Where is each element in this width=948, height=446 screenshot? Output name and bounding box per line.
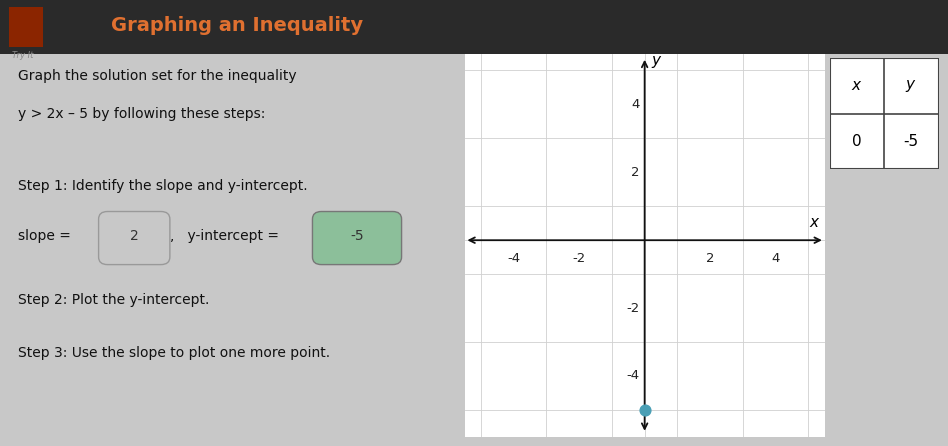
Text: -5: -5 (903, 134, 919, 149)
FancyBboxPatch shape (0, 0, 948, 54)
Text: 2: 2 (706, 252, 715, 265)
Text: Step 1: Identify the slope and y-intercept.: Step 1: Identify the slope and y-interce… (18, 179, 308, 193)
FancyBboxPatch shape (99, 211, 170, 264)
Text: $x$: $x$ (851, 78, 863, 93)
Text: Step 2: Plot the y-intercept.: Step 2: Plot the y-intercept. (18, 293, 210, 307)
Text: Graph the solution set for the inequality: Graph the solution set for the inequalit… (18, 70, 297, 83)
Text: -4: -4 (507, 252, 520, 265)
Text: 2: 2 (130, 229, 138, 243)
Text: Step 3: Use the slope to plot one more point.: Step 3: Use the slope to plot one more p… (18, 346, 331, 360)
Text: -2: -2 (627, 301, 640, 314)
Text: -4: -4 (627, 369, 640, 383)
Text: slope =: slope = (18, 229, 76, 243)
Point (637, 406, 652, 413)
Text: $y$: $y$ (905, 78, 917, 94)
Text: 0: 0 (852, 134, 862, 149)
Text: 4: 4 (772, 252, 780, 265)
FancyBboxPatch shape (9, 7, 43, 47)
FancyBboxPatch shape (313, 211, 402, 264)
Text: $x$: $x$ (810, 215, 821, 230)
Text: -5: -5 (350, 229, 364, 243)
Text: -2: -2 (573, 252, 586, 265)
Text: Graphing an Inequality: Graphing an Inequality (111, 17, 363, 35)
Text: Try It: Try It (12, 51, 33, 60)
Text: $y$: $y$ (651, 54, 663, 70)
FancyBboxPatch shape (830, 58, 939, 169)
Text: 2: 2 (631, 166, 640, 179)
Text: 4: 4 (631, 98, 640, 111)
Text: ,   y-intercept =: , y-intercept = (170, 229, 283, 243)
Text: y > 2x – 5 by following these steps:: y > 2x – 5 by following these steps: (18, 107, 265, 121)
